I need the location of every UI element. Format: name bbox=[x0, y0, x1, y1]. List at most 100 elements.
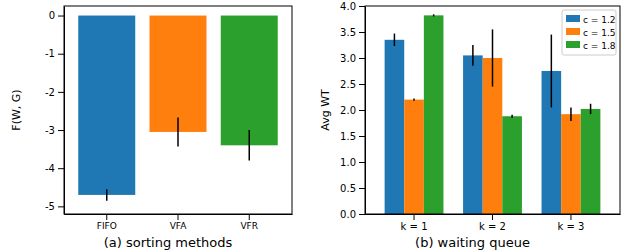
y-tick-mark bbox=[58, 168, 64, 169]
x-axis: k = 1 k = 2 k = 3 bbox=[366, 214, 621, 232]
y-tick-mark bbox=[58, 92, 64, 93]
y-tick-label: -4 bbox=[45, 163, 55, 174]
x-tick-label: VFR bbox=[240, 221, 258, 231]
x-tick-mark bbox=[249, 214, 250, 220]
x-tick-mark bbox=[492, 214, 493, 220]
legend: c = 1.2 c = 1.5 c = 1.8 bbox=[562, 10, 616, 55]
frame bbox=[365, 6, 620, 214]
y-tick-label: 1.5 bbox=[340, 131, 356, 142]
y-tick-label: -2 bbox=[45, 87, 55, 98]
bar bbox=[385, 40, 405, 214]
y-tick-mark bbox=[58, 54, 64, 55]
y-tick: 4.0 bbox=[340, 1, 365, 12]
y-tick: 2.5 bbox=[340, 79, 365, 90]
x-tick: VFR bbox=[240, 214, 258, 231]
error-bar bbox=[249, 130, 251, 161]
y-tick: -3 bbox=[45, 125, 64, 136]
caption: (b) waiting queue bbox=[415, 235, 530, 250]
legend-label: c = 1.5 bbox=[583, 28, 616, 38]
y-axis-title: F(W, G) bbox=[10, 89, 23, 130]
y-tick: 1.0 bbox=[340, 157, 365, 168]
y-tick: 3.0 bbox=[340, 53, 365, 64]
bar bbox=[561, 114, 581, 214]
y-tick: -4 bbox=[45, 163, 64, 174]
y-tick: 0.5 bbox=[340, 183, 365, 194]
y-tick-mark bbox=[359, 136, 365, 137]
legend-swatch bbox=[566, 41, 580, 48]
plot-area bbox=[385, 14, 601, 214]
y-tick-mark bbox=[359, 214, 365, 215]
x-tick-mark bbox=[570, 214, 571, 220]
y-tick-label: 0.0 bbox=[340, 209, 356, 220]
legend-label: c = 1.8 bbox=[583, 41, 616, 51]
x-tick: k = 1 bbox=[401, 214, 428, 232]
y-tick: 0 bbox=[49, 10, 64, 21]
error-bar bbox=[413, 99, 415, 101]
y-tick-mark bbox=[58, 130, 64, 131]
y-tick-label: 4.0 bbox=[340, 1, 356, 12]
y-axis: 0.0 0.5 1.0 1.5 2.0 2.5 3.0 3.5 4.0 bbox=[340, 1, 365, 220]
y-tick: -2 bbox=[45, 87, 64, 98]
y-axis: 0 -1 -2 -3 -4 -5 bbox=[45, 7, 64, 215]
y-tick-label: -5 bbox=[45, 201, 55, 212]
y-tick-label: 3.0 bbox=[340, 53, 356, 64]
x-tick: VFA bbox=[170, 214, 188, 231]
y-axis-title: Avg WT bbox=[319, 89, 332, 131]
legend-swatch bbox=[566, 15, 580, 22]
y-tick-mark bbox=[359, 84, 365, 85]
plot-area bbox=[78, 16, 278, 201]
y-tick-label: 0.5 bbox=[340, 183, 356, 194]
x-tick: k = 3 bbox=[558, 214, 585, 232]
y-tick-label: 3.5 bbox=[340, 27, 356, 38]
y-tick-label: 0 bbox=[49, 10, 55, 21]
y-tick: 2.0 bbox=[340, 105, 365, 116]
legend-label: c = 1.2 bbox=[583, 15, 616, 25]
figure: 0-1-2-3-4-5FIFOVFAVFRF(W, G)(a) sorting … bbox=[0, 0, 626, 252]
x-tick: k = 2 bbox=[479, 214, 506, 232]
error-bar bbox=[433, 14, 435, 16]
y-tick: 0.0 bbox=[340, 209, 365, 220]
x-tick-mark bbox=[414, 214, 415, 220]
y-tick-mark bbox=[58, 206, 64, 207]
legend-box bbox=[562, 10, 616, 55]
x-tick-mark bbox=[106, 214, 107, 220]
y-tick-label: 2.5 bbox=[340, 79, 356, 90]
legend-swatch bbox=[566, 28, 580, 35]
x-tick: FIFO bbox=[97, 214, 117, 231]
y-tick-mark bbox=[359, 6, 365, 7]
panel: 0 -1 -2 -3 -4 -5 FIFO VFA VFR F(W, G) bbox=[10, 6, 293, 231]
frame bbox=[64, 6, 292, 214]
error-bar bbox=[472, 45, 474, 66]
x-axis: FIFO VFA VFR bbox=[65, 214, 293, 231]
y-tick-mark bbox=[58, 16, 64, 17]
y-tick: 3.5 bbox=[340, 27, 365, 38]
bar bbox=[581, 109, 601, 214]
bar bbox=[150, 16, 207, 132]
y-tick-label: 1.0 bbox=[340, 157, 356, 168]
bar bbox=[424, 15, 444, 214]
error-bar bbox=[394, 34, 396, 46]
error-bar bbox=[570, 107, 572, 121]
error-bar bbox=[106, 189, 108, 200]
bar bbox=[404, 100, 424, 214]
x-tick-label: VFA bbox=[170, 221, 188, 231]
y-tick: 1.5 bbox=[340, 131, 365, 142]
y-tick: -5 bbox=[45, 201, 64, 212]
bar bbox=[221, 16, 278, 146]
y-tick: -1 bbox=[45, 48, 64, 59]
bar bbox=[78, 16, 135, 195]
error-bar bbox=[511, 115, 513, 118]
y-tick-mark bbox=[359, 188, 365, 189]
y-tick-mark bbox=[359, 32, 365, 33]
x-tick-label: k = 1 bbox=[401, 221, 428, 232]
bar bbox=[463, 55, 483, 214]
y-tick-mark bbox=[359, 110, 365, 111]
error-bar bbox=[590, 104, 592, 114]
x-tick-label: k = 2 bbox=[479, 221, 506, 232]
error-bar bbox=[551, 35, 553, 108]
y-tick-mark bbox=[359, 58, 365, 59]
error-bar bbox=[492, 29, 494, 86]
error-bar bbox=[177, 117, 179, 146]
x-tick-mark bbox=[178, 214, 179, 220]
x-tick-label: FIFO bbox=[97, 221, 117, 231]
